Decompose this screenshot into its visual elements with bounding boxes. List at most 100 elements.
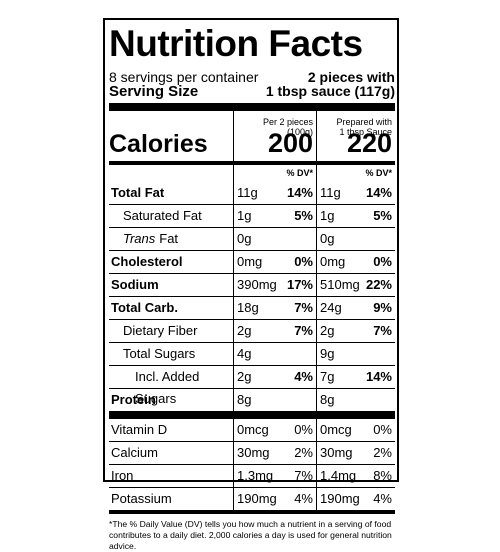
nutrient-name-italic: Trans bbox=[123, 231, 156, 246]
amount-cell: 0g bbox=[233, 228, 316, 250]
amount-cell: 24g 9% bbox=[316, 297, 395, 319]
amount: 510mg bbox=[320, 277, 360, 292]
amount: 11g bbox=[320, 185, 341, 200]
nutrient-row: Dietary Fiber 2g 7% 2g 7% bbox=[109, 319, 395, 342]
column-header-line: Prepared with bbox=[336, 117, 392, 127]
serving-size-value: 2 pieces with 1 tbsp sauce (117g) bbox=[266, 70, 395, 99]
calories-value: 200 bbox=[267, 128, 313, 158]
amount-cell: 0mg 0% bbox=[233, 251, 316, 273]
nutrients: Total Fat 11g 14% 11g 14% Saturated Fat 1g 5% 1g… bbox=[109, 182, 395, 411]
amount-cell: 0mcg 0% bbox=[316, 419, 395, 441]
amount-cell: 0mcg 0% bbox=[233, 419, 316, 441]
amount-cell: 7g 14% bbox=[316, 366, 395, 410]
column-header: Per 2 pieces (100g) bbox=[237, 111, 313, 137]
amount: 190mg bbox=[237, 491, 277, 506]
nutrient-name-text: Total Fat bbox=[111, 185, 165, 200]
amount-cell: 0mg 0% bbox=[316, 251, 395, 273]
amount-cell: 18g 7% bbox=[233, 297, 316, 319]
dv-header-label: % DV* bbox=[316, 165, 395, 182]
amount: 1g bbox=[237, 208, 252, 223]
nutrient-row: Total Carb. 18g 7% 24g 9% bbox=[109, 296, 395, 319]
nutrient-name-text: Potassium bbox=[111, 491, 172, 506]
amount: 4g bbox=[237, 346, 252, 361]
amount: 30mg bbox=[320, 445, 353, 460]
nutrient-name: Total Carb. bbox=[109, 297, 233, 319]
nutrient-name: Cholesterol bbox=[109, 251, 233, 273]
serving-size-line: 1 tbsp sauce (117g) bbox=[265, 83, 395, 99]
nutrient-name-text: Protein bbox=[111, 392, 156, 407]
daily-value: 4% bbox=[294, 491, 313, 506]
column-header-line: 1 tbsp Sauce bbox=[339, 127, 392, 137]
column-cell: Prepared with 1 tbsp Sauce 220 bbox=[316, 111, 395, 161]
daily-value: 5% bbox=[373, 208, 392, 223]
column-cell: Per 2 pieces (100g) 200 bbox=[233, 111, 316, 161]
nutrient-name: Trans Fat bbox=[109, 228, 233, 250]
amount-cell: 0g bbox=[316, 228, 395, 250]
amount: 1g bbox=[320, 208, 335, 223]
daily-value: 4% bbox=[373, 491, 392, 506]
thick-rule bbox=[109, 411, 395, 419]
amount: 7g bbox=[320, 369, 335, 384]
daily-value: 22% bbox=[365, 277, 392, 292]
amount-cell: 2g 7% bbox=[233, 320, 316, 342]
column-header: Prepared with 1 tbsp Sauce bbox=[320, 111, 392, 137]
daily-value: 7% bbox=[294, 300, 313, 315]
nutrient-name-text: Cholesterol bbox=[111, 254, 183, 269]
calories-label: Calories bbox=[109, 130, 208, 158]
amount: 2g bbox=[320, 323, 335, 338]
amount-cell: 190mg 4% bbox=[233, 488, 316, 510]
nutrient-name-text: Vitamin D bbox=[111, 422, 168, 437]
nutrient-name-text: Iron bbox=[111, 468, 134, 483]
amount-cell: 30mg 2% bbox=[316, 442, 395, 464]
daily-value: 2% bbox=[373, 445, 392, 460]
nutrient-row: Calcium 30mg 2% 30mg 2% bbox=[109, 441, 395, 464]
amount-cell: 11g 14% bbox=[233, 182, 316, 204]
calories-label-cell: Calories bbox=[109, 111, 233, 161]
nutrient-row: Trans Fat 0g 0g bbox=[109, 227, 395, 250]
daily-value: 8% bbox=[373, 468, 392, 483]
nutrient-name: Sodium bbox=[109, 274, 233, 296]
daily-value: 7% bbox=[294, 323, 313, 338]
amount: 18g bbox=[237, 300, 259, 315]
nutrient-row: Protein 8g 8g bbox=[109, 388, 395, 411]
amount-cell: 9g bbox=[316, 343, 395, 365]
nutrient-row: Saturated Fat 1g 5% 1g 5% bbox=[109, 204, 395, 227]
amount-cell: 390mg 17% bbox=[233, 274, 316, 296]
footnote: *The % Daily Value (DV) tells you how mu… bbox=[109, 519, 392, 551]
nutrient-name-text: Sodium bbox=[111, 277, 159, 292]
amount-cell: 2g 4% bbox=[233, 366, 316, 410]
amount: 2g bbox=[237, 369, 252, 384]
daily-value: 4% bbox=[294, 369, 313, 384]
amount: 190mg bbox=[320, 491, 360, 506]
vitamins: Vitamin D 0mcg 0% 0mcg 0% Calcium 30mg 2% 30mg 2%… bbox=[109, 419, 395, 510]
nutrient-name-text: Saturated Fat bbox=[123, 208, 202, 223]
nutrition-label: Nutrition Facts 8 servings per container… bbox=[103, 18, 399, 551]
amount-cell: 11g 14% bbox=[316, 182, 395, 204]
amount-cell: 510mg 22% bbox=[316, 274, 395, 296]
daily-value: 0% bbox=[294, 254, 313, 269]
title: Nutrition Facts bbox=[109, 23, 363, 64]
nutrient-name: Calcium bbox=[109, 442, 233, 464]
amount: 1.3mg bbox=[237, 468, 274, 483]
amount: 30mg bbox=[237, 445, 270, 460]
amount: 0g bbox=[237, 231, 252, 246]
nutrient-name: Vitamin D bbox=[109, 419, 233, 441]
amount-cell: 1g 5% bbox=[316, 205, 395, 227]
amount: 9g bbox=[320, 346, 335, 361]
amount-cell: 4g bbox=[233, 343, 316, 365]
serving-size-label: Serving Size bbox=[109, 83, 199, 100]
rule bbox=[109, 161, 395, 165]
nutrient-name: Iron bbox=[109, 465, 233, 487]
servings: 8 servings per container bbox=[109, 69, 259, 85]
daily-value: 14% bbox=[286, 185, 313, 200]
calories-value: 220 bbox=[346, 128, 392, 158]
amount: 11g bbox=[237, 185, 258, 200]
nutrient-name: Dietary Fiber bbox=[109, 320, 233, 342]
amount: 24g bbox=[320, 300, 342, 315]
nutrient-name-text: Calcium bbox=[111, 445, 158, 460]
column-header-line: Per 2 pieces (100g) bbox=[262, 117, 313, 137]
amount: 0mcg bbox=[237, 422, 269, 437]
daily-value: 0% bbox=[373, 254, 392, 269]
rule bbox=[109, 510, 395, 514]
nutrient-row: Iron 1.3mg 7% 1.4mg 8% bbox=[109, 464, 395, 487]
